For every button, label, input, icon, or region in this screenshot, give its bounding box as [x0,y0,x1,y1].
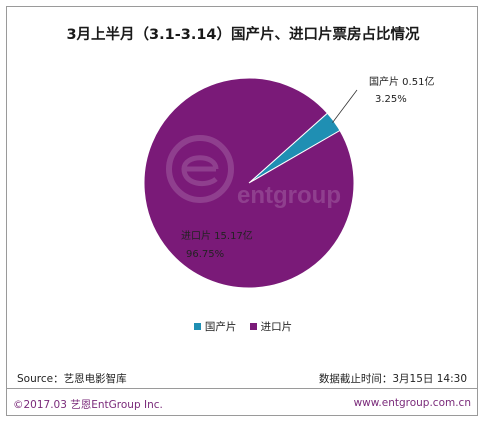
legend-swatch-domestic [193,323,201,330]
legend-item-imported: 进口片 [249,319,293,334]
pie-chart: entgroup 国产片 0.51亿 3.25% 进口片 15.17亿 96.75% [143,75,434,289]
legend-swatch-imported [249,323,257,330]
legend-label-imported: 进口片 [260,321,293,333]
legend-label-domestic: 国产片 [204,321,237,333]
data-cutoff-note: 数据截止时间：3月15日 14:30 [318,373,467,385]
slice-imported [143,77,355,289]
website-link[interactable]: www.entgroup.com.cn [353,397,471,409]
chart-card: 3月上半月（3.1-3.14）国产片、进口片票房占比情况 entgroup 国产… [6,6,478,416]
data-label-domestic-percent: 3.25% [375,94,407,105]
data-label-domestic-value: 国产片 0.51亿 [369,75,434,88]
entgroup-watermark: entgroup [166,135,341,209]
chart-legend: 国产片 进口片 [7,319,479,334]
watermark-text: entgroup [237,182,341,209]
chart-title: 3月上半月（3.1-3.14）国产片、进口片票房占比情况 [66,27,420,43]
legend-item-domestic: 国产片 [193,319,237,334]
data-label-imported-value: 进口片 15.17亿 [181,229,253,242]
footer-divider [7,388,477,389]
copyright-text: ©2017.03 艺恩EntGroup Inc. [13,399,163,411]
source-note: Source：艺恩电影智库 [17,373,127,385]
leader-line-domestic [332,89,358,123]
data-label-imported-percent: 96.75% [186,249,224,260]
